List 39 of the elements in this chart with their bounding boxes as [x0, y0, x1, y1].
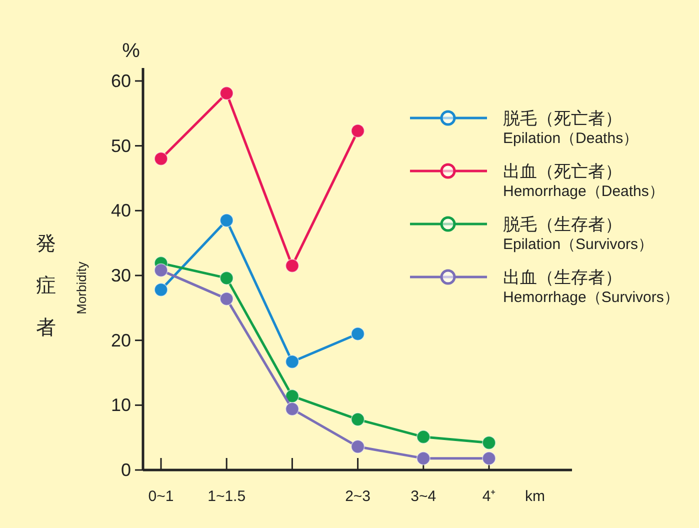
y-tick-label: 40: [110, 200, 131, 221]
y-tick-label: 10: [110, 395, 131, 416]
x-tick-label: 1~1.5: [208, 488, 246, 505]
point: [285, 389, 300, 404]
point: [350, 124, 365, 138]
point: [350, 326, 365, 341]
point: [220, 213, 234, 228]
legend-label: 脱毛（死亡者） Epilation（Deaths）: [503, 109, 638, 147]
point: [416, 451, 430, 466]
y-tick-label: 0: [120, 460, 131, 480]
x-axis-title: km: [525, 488, 545, 505]
text: %: [122, 40, 140, 62]
x-tick-label: 2~3: [345, 488, 371, 505]
text: Morbidity: [74, 261, 89, 314]
legend-label: 出血（生存者） Hemorrhage（Survivors）: [503, 268, 679, 306]
point: [220, 86, 234, 100]
y-tick-label: 50: [110, 136, 131, 156]
point: [350, 412, 365, 426]
y-tick-label: 30: [110, 265, 131, 286]
point: [154, 263, 168, 278]
y-tick-label: 60: [110, 70, 131, 91]
legend-label: 脱毛（生存者） Epilation（Survivors）: [503, 215, 654, 253]
point: [482, 436, 496, 450]
x-tick-label: 3~4: [410, 488, 436, 505]
point: [285, 402, 300, 416]
point: [285, 258, 300, 273]
point: [285, 354, 300, 369]
point: [220, 271, 234, 286]
y-tick-label: 20: [110, 330, 131, 350]
point: [482, 451, 496, 466]
y-axis-title: 発症者: [36, 233, 56, 339]
legend-label: 出血（死亡者） Hemorrhage（Deaths）: [503, 162, 664, 200]
point: [154, 152, 168, 166]
x-tick-label: 0~1: [148, 488, 174, 505]
x-tick-label: 4⁺: [482, 488, 496, 505]
point: [350, 440, 365, 454]
point: [154, 282, 168, 297]
point: [220, 292, 234, 306]
point: [416, 430, 430, 444]
